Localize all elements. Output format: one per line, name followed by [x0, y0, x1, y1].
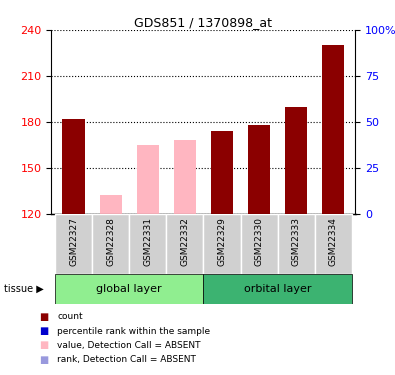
Text: GSM22328: GSM22328	[106, 217, 115, 266]
Bar	[285, 106, 307, 214]
Text: rank, Detection Call = ABSENT: rank, Detection Call = ABSENT	[57, 355, 196, 364]
Bar	[129, 214, 166, 274]
Text: GSM22327: GSM22327	[69, 217, 78, 266]
Bar	[315, 214, 352, 274]
Bar	[248, 125, 270, 214]
Bar	[137, 145, 159, 214]
Text: ■: ■	[40, 326, 49, 336]
Text: global layer: global layer	[96, 284, 162, 294]
Text: percentile rank within the sample: percentile rank within the sample	[57, 327, 211, 336]
Bar	[92, 214, 129, 274]
Text: orbital layer: orbital layer	[244, 284, 311, 294]
Text: GSM22333: GSM22333	[292, 217, 301, 266]
Bar	[166, 214, 203, 274]
Bar	[322, 45, 344, 214]
Text: GSM22330: GSM22330	[254, 217, 263, 266]
Bar	[278, 214, 315, 274]
Text: value, Detection Call = ABSENT: value, Detection Call = ABSENT	[57, 341, 201, 350]
Bar	[211, 131, 233, 214]
Text: GSM22332: GSM22332	[181, 217, 189, 266]
Bar	[203, 214, 241, 274]
Bar	[100, 195, 122, 214]
Text: ■: ■	[40, 312, 49, 322]
Bar	[241, 214, 278, 274]
Text: ■: ■	[40, 355, 49, 364]
Text: ■: ■	[40, 340, 49, 350]
Bar	[174, 140, 196, 214]
Title: GDS851 / 1370898_at: GDS851 / 1370898_at	[134, 16, 273, 29]
Text: count: count	[57, 312, 83, 321]
Text: GSM22331: GSM22331	[143, 217, 152, 266]
Bar	[62, 119, 85, 214]
Text: GSM22329: GSM22329	[218, 217, 226, 266]
Bar	[203, 274, 352, 304]
Text: GSM22334: GSM22334	[329, 217, 338, 266]
Bar	[55, 214, 92, 274]
Text: tissue ▶: tissue ▶	[4, 284, 44, 294]
Bar	[55, 274, 203, 304]
